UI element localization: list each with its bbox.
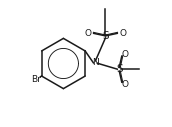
Text: O: O [85, 29, 92, 38]
Text: S: S [102, 31, 109, 41]
Text: O: O [122, 80, 129, 89]
Text: O: O [122, 50, 129, 59]
Text: S: S [116, 64, 123, 74]
Text: O: O [119, 29, 126, 38]
Text: Br: Br [31, 75, 41, 84]
Text: N: N [92, 58, 99, 67]
